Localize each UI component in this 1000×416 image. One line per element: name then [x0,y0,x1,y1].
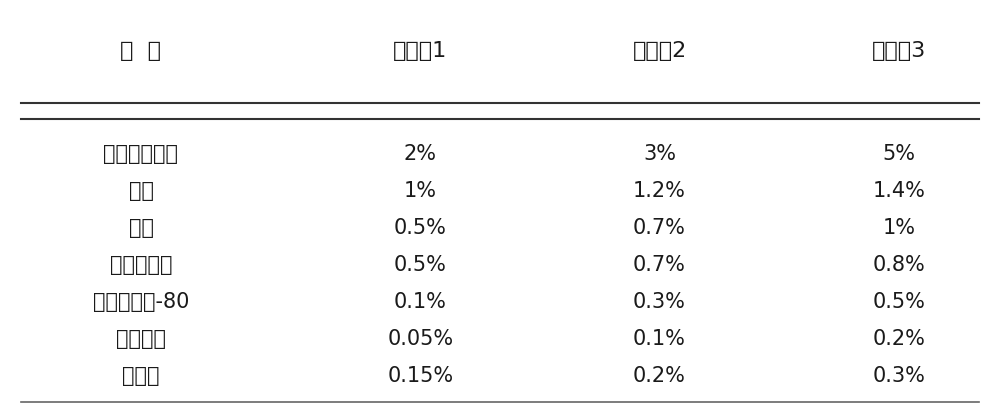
Text: 石蜡: 石蜡 [128,218,154,238]
Text: 1%: 1% [404,181,437,201]
Text: 0.3%: 0.3% [633,292,686,312]
Text: 0.2%: 0.2% [633,366,686,386]
Text: 0.7%: 0.7% [633,218,686,238]
Text: 0.7%: 0.7% [633,255,686,275]
Text: 0.3%: 0.3% [872,366,925,386]
Text: 0.1%: 0.1% [633,329,686,349]
Text: 实施例1: 实施例1 [393,41,447,61]
Text: 2%: 2% [404,144,437,164]
Text: 0.5%: 0.5% [872,292,925,312]
Text: 羧甲基壳聚糖: 羧甲基壳聚糖 [104,144,178,164]
Text: 5%: 5% [882,144,915,164]
Text: 0.5%: 0.5% [394,255,447,275]
Text: 食品级吐温-80: 食品级吐温-80 [93,292,189,312]
Text: 0.2%: 0.2% [872,329,925,349]
Text: 实施例3: 实施例3 [872,41,926,61]
Text: 0.1%: 0.1% [394,292,447,312]
Text: 0.5%: 0.5% [394,218,447,238]
Text: 1%: 1% [882,218,915,238]
Text: 原  料: 原 料 [120,41,162,61]
Text: 0.15%: 0.15% [387,366,453,386]
Text: 实施例2: 实施例2 [632,41,687,61]
Text: 3%: 3% [643,144,676,164]
Text: 大蒜精油: 大蒜精油 [116,329,166,349]
Text: 1.2%: 1.2% [633,181,686,201]
Text: 三偏磷酸钠: 三偏磷酸钠 [110,255,172,275]
Text: 甘油: 甘油 [128,181,154,201]
Text: 0.8%: 0.8% [873,255,925,275]
Text: 1.4%: 1.4% [872,181,925,201]
Text: 0.05%: 0.05% [387,329,453,349]
Text: 山梨酸: 山梨酸 [122,366,160,386]
